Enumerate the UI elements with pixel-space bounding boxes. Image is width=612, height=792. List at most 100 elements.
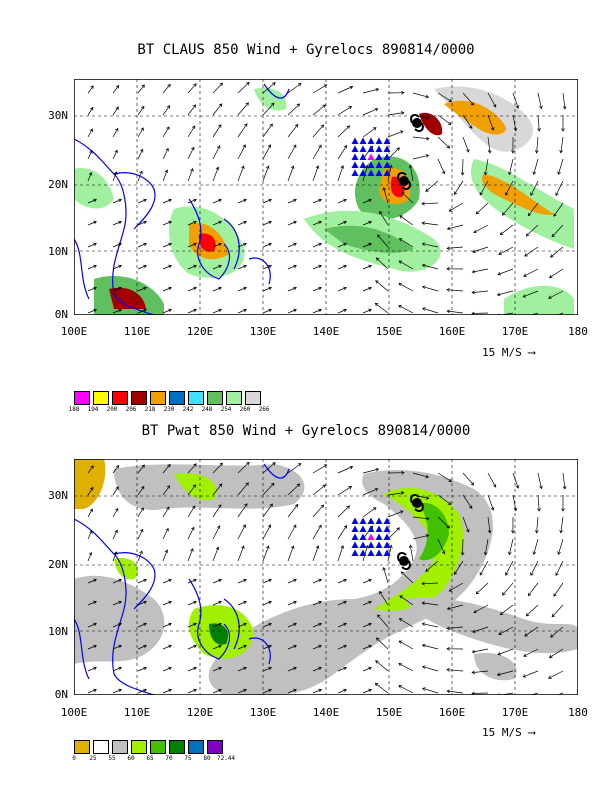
bottom-wind-arrowhead	[168, 622, 172, 627]
top-wind-arrowhead	[527, 212, 532, 217]
bottom-wind-arrow	[398, 640, 414, 650]
bottom-wind-arrow	[162, 485, 170, 496]
bottom-wind-arrowhead	[293, 622, 297, 627]
bottom-wind-arrowhead	[400, 571, 405, 575]
bottom-wind-arrowhead	[421, 601, 426, 606]
top-wind-arrow	[287, 103, 300, 116]
bottom-wind-arrow	[112, 508, 119, 518]
bottom-wind-arrowhead	[143, 622, 147, 627]
bottom-wind-arrow	[558, 538, 564, 555]
top-wind-arrow	[337, 287, 347, 292]
bottom-wind-arrow	[312, 545, 319, 562]
top-wind-arrowhead	[218, 286, 222, 291]
bottom-wind-arrow	[262, 545, 269, 562]
top-colorbar-label: 200	[106, 406, 118, 413]
top-wind-arrow	[262, 265, 272, 270]
bottom-wind-arrowhead	[492, 483, 497, 488]
bottom-wind-arrow	[187, 601, 197, 606]
bottom-wind-arrowhead	[471, 649, 476, 654]
bottom-wind-arrow	[237, 689, 247, 694]
top-wind-arrowhead	[246, 81, 250, 86]
bottom-wind-arrowhead	[375, 467, 380, 472]
top-wind-arrow	[187, 221, 197, 226]
top-gyre-triangle	[383, 169, 391, 176]
bottom-wind-arrowhead	[446, 606, 451, 611]
bottom-wind-arrow	[487, 472, 497, 488]
bottom-wind-arrowhead	[143, 600, 147, 605]
top-wind-arrow	[212, 145, 221, 160]
top-wind-arrowhead	[377, 234, 381, 238]
top-wind-arrowhead	[460, 172, 465, 176]
top-wind-arrowhead	[368, 264, 372, 269]
top-wind-arrow	[337, 106, 352, 116]
top-wind-arrowhead	[375, 280, 379, 284]
top-wind-arrowhead	[537, 128, 541, 132]
bottom-wind-arrow	[237, 601, 247, 606]
bottom-wind-arrowhead	[340, 545, 345, 549]
top-wind-arrow	[162, 148, 169, 160]
bottom-wind-arrowhead	[497, 651, 501, 656]
top-wind-arrowhead	[193, 83, 197, 87]
top-gyre-triangle	[359, 137, 367, 144]
top-wind-arrow	[472, 268, 489, 273]
bottom-wind-arrowhead	[374, 682, 379, 687]
top-wind-arrow	[487, 114, 494, 131]
bottom-wind-arrow	[401, 571, 414, 584]
bottom-wind-arrow	[262, 645, 272, 650]
bottom-wind-arrow	[375, 660, 389, 672]
bottom-wind-arrowhead	[446, 689, 451, 694]
top-wind-arrow	[462, 114, 473, 129]
top-wind-arrow	[237, 309, 247, 314]
top-wind-arrow	[412, 92, 429, 98]
bottom-wind-arrow	[137, 529, 144, 540]
top-wind-arrowhead	[447, 121, 452, 125]
bottom-wind-arrow	[447, 690, 464, 694]
bottom-wind-arrowhead	[398, 685, 402, 689]
bottom-wind-arrowhead	[143, 578, 147, 583]
bottom-wind-arrowhead	[218, 644, 222, 649]
bottom-wind-arrow	[137, 623, 147, 628]
bottom-wind-arrow	[362, 579, 372, 584]
bottom-gyre-triangle	[359, 525, 367, 532]
top-lat-0n: 0N	[54, 308, 68, 321]
top-wind-arrow	[497, 268, 514, 275]
top-wind-arrowhead	[243, 308, 247, 313]
bottom-wind-arrowhead	[323, 464, 328, 468]
top-wind-arrowhead	[499, 231, 504, 236]
bottom-grid	[74, 459, 578, 695]
bottom-wind-arrow	[187, 579, 197, 584]
top-colorbar-swatch	[188, 391, 204, 405]
bottom-wind-arrowhead	[243, 600, 247, 605]
bottom-wind-arrow	[187, 623, 197, 628]
top-wind-arrowhead	[400, 191, 405, 195]
bottom-wind-arrowhead	[448, 478, 453, 482]
bottom-wind-arrowhead	[268, 688, 272, 693]
top-wind-arrow	[112, 221, 122, 226]
bottom-wind-arrowhead	[293, 578, 297, 583]
top-wind-arrowhead	[272, 82, 276, 86]
top-wind-arrowhead	[140, 127, 144, 131]
top-wind-arrow	[523, 268, 539, 277]
top-wind-arrowhead	[496, 292, 501, 297]
bottom-wind-arrowhead	[398, 662, 402, 667]
top-wind-arrowhead	[372, 127, 377, 131]
bottom-wind-arrowhead	[268, 622, 272, 627]
top-wind-arrow	[312, 287, 322, 292]
top-wind-arrowhead	[218, 124, 222, 128]
top-wind-arrowhead	[498, 251, 502, 255]
bottom-wind-arrow	[536, 516, 539, 533]
top-wind-arrow	[187, 287, 197, 292]
bottom-wind-arrow	[387, 510, 404, 518]
top-wind-arrowhead	[375, 257, 380, 261]
bottom-wind-arrow	[287, 601, 297, 606]
top-wind-arrowhead	[401, 90, 405, 95]
top-wind-arrow	[362, 127, 377, 138]
bottom-wind-arrow	[137, 689, 147, 694]
top-wind-arrow	[237, 221, 247, 226]
bottom-wind-arrow	[375, 683, 389, 694]
bottom-lon-label: 110E	[123, 706, 151, 719]
bottom-wind-arrowhead	[473, 609, 477, 614]
bottom-wind-arrowhead	[447, 501, 452, 505]
bottom-wind-arrowhead	[167, 463, 171, 468]
top-wind-arrow	[524, 246, 539, 257]
